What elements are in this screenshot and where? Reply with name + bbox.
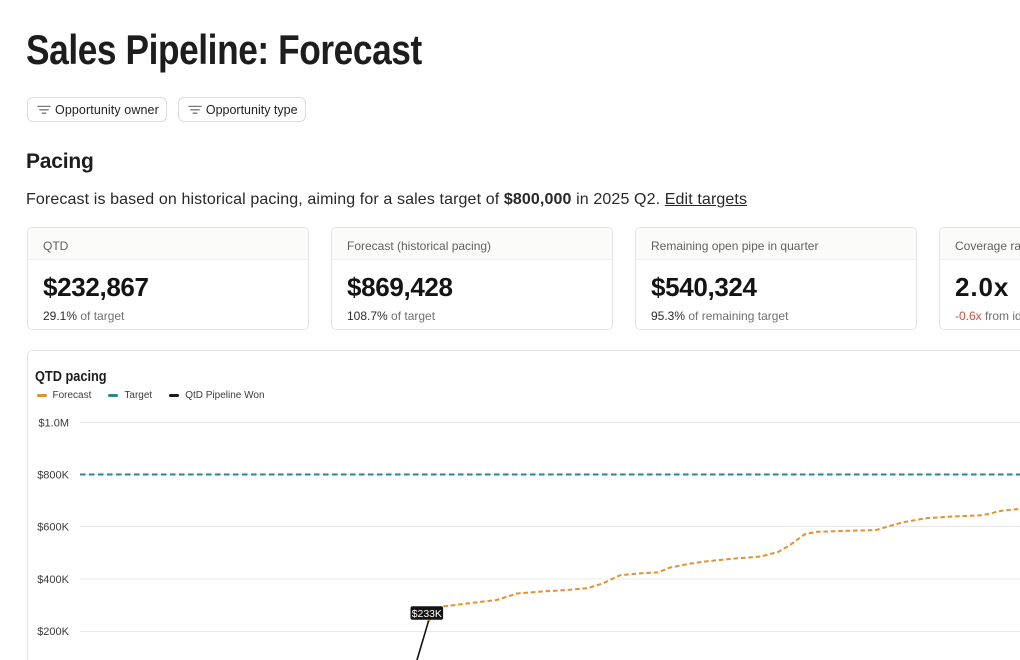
- svg-text:$233K: $233K: [412, 609, 442, 620]
- svg-text:$800K: $800K: [37, 469, 69, 481]
- svg-text:$1.0M: $1.0M: [38, 418, 69, 430]
- svg-text:$400K: $400K: [37, 574, 69, 586]
- svg-text:$600K: $600K: [37, 522, 69, 534]
- svg-text:$200K: $200K: [37, 626, 69, 638]
